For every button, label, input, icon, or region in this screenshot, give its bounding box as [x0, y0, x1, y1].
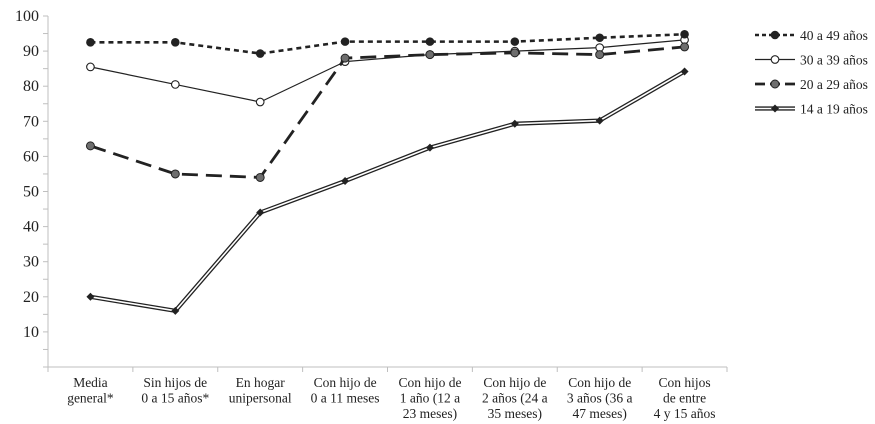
x-category-label-line: unipersonal [229, 391, 292, 406]
data-point [86, 292, 95, 301]
x-category-label-line: de entre [663, 391, 706, 406]
x-category-label: Sin hijos de0 a 15 años* [141, 375, 209, 406]
x-category-label-line: Con hijo de [483, 375, 546, 390]
x-category-label-line: 47 meses) [573, 406, 627, 421]
legend-entry: 30 a 39 años [755, 53, 868, 68]
data-point [680, 67, 689, 76]
data-point [171, 306, 180, 315]
x-category-label-line: 2 años (24 a [482, 391, 548, 406]
data-point [510, 119, 519, 128]
y-tick-label: 70 [23, 113, 39, 130]
x-category-label-line: Sin hijos de [143, 375, 207, 390]
data-point [255, 172, 265, 182]
data-point [341, 176, 350, 185]
data-point [171, 38, 180, 47]
x-category-label-line: 1 año (12 a [400, 391, 460, 406]
data-point [770, 79, 780, 89]
data-point [510, 48, 520, 58]
data-point [595, 33, 604, 43]
x-category-label-line: Con hijo de [568, 375, 631, 390]
y-tick-label: 60 [23, 148, 39, 165]
data-point [595, 116, 604, 125]
legend-entry: 40 a 49 años [755, 28, 868, 43]
y-tick-label: 40 [23, 219, 39, 236]
series-40-a-49-años [86, 29, 689, 58]
y-tick-label: 20 [23, 289, 39, 306]
y-tick-label: 30 [23, 254, 39, 271]
series-20-a-29-años [85, 42, 690, 182]
data-point [770, 55, 780, 64]
series-line [90, 39, 685, 103]
series-line [90, 32, 685, 55]
y-tick-label: 90 [23, 43, 39, 60]
series-14-a-19-años [86, 67, 689, 315]
x-category-label: Con hijo de2 años (24 a35 meses) [482, 375, 548, 421]
legend-label: 20 a 29 años [800, 77, 868, 92]
data-point [255, 97, 265, 107]
x-category-label-line: Media [73, 375, 108, 390]
legend-entry: 14 a 19 años [755, 102, 868, 117]
y-tick-label: 80 [23, 78, 39, 95]
x-category-label-line: En hogar [236, 375, 286, 390]
x-category-label-line: 4 y 15 años [654, 406, 716, 421]
data-point [85, 141, 95, 151]
data-point [770, 30, 780, 40]
data-point [340, 53, 350, 63]
x-category-label-line: Con hijo de [398, 375, 461, 390]
series-30-a-39-años [86, 35, 689, 107]
data-point [170, 169, 180, 179]
y-axis-ticks: 10 20 30 40 50 60 70 80 90 100 [15, 8, 48, 368]
data-point [425, 143, 434, 152]
x-category-label: Con hijo de0 a 11 meses [311, 375, 380, 406]
series-lines [85, 29, 690, 315]
data-point [425, 50, 435, 60]
x-category-label-line: Con hijos [658, 375, 710, 390]
data-point [256, 208, 265, 217]
y-tick-label: 100 [15, 8, 39, 25]
data-point [340, 37, 350, 46]
x-category-label-line: 0 a 11 meses [311, 391, 380, 406]
x-category-label: Con hijo de1 año (12 a23 meses) [398, 375, 461, 421]
legend-label: 14 a 19 años [800, 102, 868, 117]
data-point [771, 104, 779, 113]
data-point [510, 37, 520, 46]
data-point [680, 29, 689, 39]
x-category-label-line: general* [67, 391, 114, 406]
x-category-label-line: 35 meses) [488, 406, 542, 421]
x-category-label-line: 23 meses) [403, 406, 457, 421]
y-tick-label: 10 [23, 324, 39, 341]
x-category-label-line: 3 años (36 a [567, 391, 633, 406]
data-point [425, 37, 435, 46]
legend-label: 40 a 49 años [800, 28, 868, 43]
series-line [89, 45, 685, 179]
x-category-label-line: Con hijo de [314, 375, 377, 390]
data-point [680, 42, 690, 52]
data-point [595, 50, 605, 60]
legend-label: 30 a 39 años [800, 53, 868, 68]
data-point [86, 62, 95, 72]
data-point [255, 49, 265, 58]
data-point [170, 80, 180, 89]
series-line [90, 69, 686, 313]
axes [47, 16, 727, 368]
y-tick-label: 50 [23, 184, 39, 201]
x-category-label: Con hijo de3 años (36 a47 meses) [567, 375, 633, 421]
data-point [86, 38, 95, 47]
legend: 40 a 49 años 30 a 39 años 20 a 29 años 14 a… [755, 28, 868, 117]
legend-entry: 20 a 29 años [755, 77, 868, 92]
x-category-label-line: 0 a 15 años* [141, 391, 209, 406]
series-line-inner [90, 70, 685, 312]
